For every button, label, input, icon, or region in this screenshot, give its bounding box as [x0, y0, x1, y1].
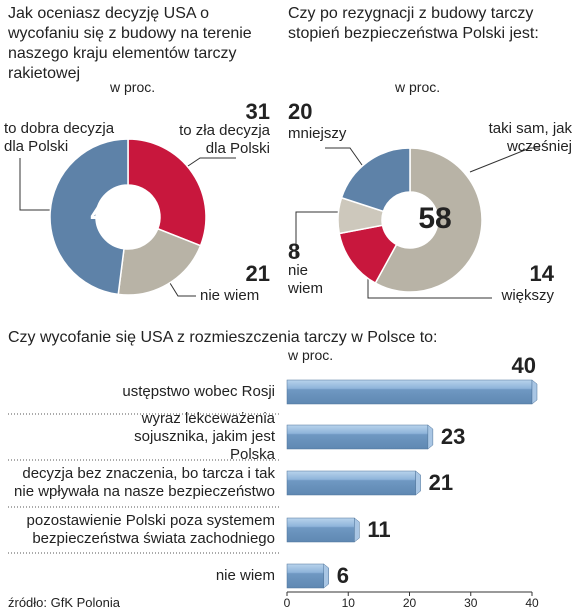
- bar: [286, 470, 416, 496]
- bar: [286, 517, 355, 543]
- bar-cap: [354, 517, 360, 543]
- leader-line: [469, 147, 540, 173]
- source: źródło: GfK Polonia: [8, 595, 121, 610]
- x-tick-label: 10: [342, 596, 356, 610]
- slice-label: mniejszy: [288, 125, 347, 142]
- value-label: 14: [529, 261, 554, 286]
- x-tick-label: 30: [464, 596, 478, 610]
- value-label: 6: [336, 563, 349, 588]
- pie-slice: [340, 147, 411, 213]
- slice-label: większy: [501, 287, 554, 304]
- x-tick-label: 20: [403, 596, 417, 610]
- pie-slice: [127, 138, 207, 247]
- chart-title: Czy po rezygnacji z budowy tarczy stopie…: [288, 5, 539, 42]
- unit-label: w proc.: [288, 347, 334, 363]
- slice-label: to zła decyzja dla Polski: [179, 122, 270, 157]
- value-label: 58: [418, 202, 452, 235]
- slice-label: to dobra decyzja dla Polski: [4, 120, 115, 155]
- bar-cap: [531, 379, 538, 405]
- category-label: decyzja bez znaczenia, bo tarcza i tak n…: [14, 465, 275, 500]
- unit-label: w proc.: [395, 79, 441, 95]
- value-label: 20: [288, 99, 313, 124]
- category-label: wyraz lekceważenia sojusznika, jakim jes…: [134, 410, 275, 463]
- bar: [286, 424, 429, 450]
- leader-line: [295, 211, 344, 258]
- value-label: 21: [245, 261, 270, 286]
- leader-line: [181, 157, 236, 171]
- slice-label: nie wiem: [288, 262, 324, 297]
- bar: [286, 563, 324, 589]
- value-label: 40: [511, 353, 536, 378]
- leader-line: [19, 158, 52, 211]
- category-label: pozostawienie Polski poza systemem bezpi…: [26, 512, 275, 547]
- category-label: ustępstwo wobec Rosji: [122, 383, 275, 400]
- bar-cap: [323, 563, 329, 589]
- bar-cap: [415, 470, 421, 496]
- value-label: 31: [245, 99, 270, 124]
- value-label: 21: [428, 470, 454, 495]
- leaders: [19, 147, 540, 299]
- leader-line: [325, 147, 363, 166]
- bar: [286, 379, 533, 405]
- slice-label: nie wiem: [200, 287, 260, 304]
- pie-slice: [374, 147, 483, 293]
- slice-label: taki sam, jak wcześniej: [488, 120, 572, 155]
- x-tick-label: 40: [525, 596, 539, 610]
- value-label: 11: [367, 517, 391, 542]
- x-tick-label: 0: [284, 596, 291, 610]
- separators: [8, 413, 280, 554]
- pie-slice: [49, 138, 129, 296]
- bar-cap: [427, 424, 434, 450]
- value-label: 23: [440, 424, 466, 449]
- unit-label: w proc.: [110, 79, 156, 95]
- category-label: nie wiem: [215, 567, 275, 584]
- chart-title: Czy wycofanie się USA z rozmieszczenia t…: [8, 329, 438, 346]
- pie-slice: [117, 227, 202, 296]
- value-label: 8: [288, 239, 301, 264]
- chart-title: Jak oceniasz decyzję USA o wycofaniu się…: [8, 5, 252, 82]
- value-label: 48: [90, 197, 124, 230]
